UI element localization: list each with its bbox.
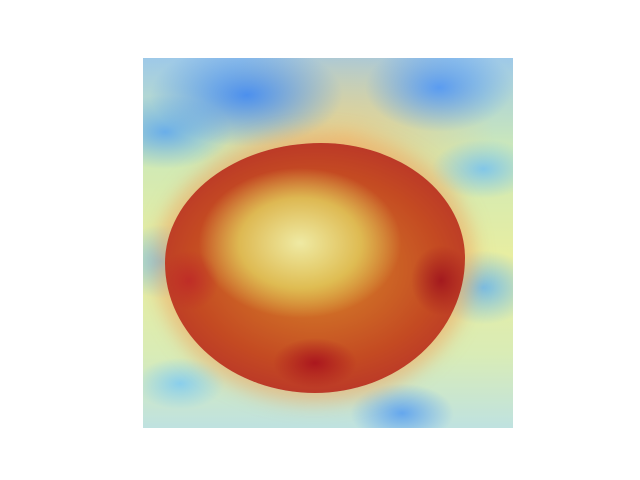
heatmap-hotspot-object: [165, 143, 465, 393]
heatmap-image: [143, 58, 513, 428]
